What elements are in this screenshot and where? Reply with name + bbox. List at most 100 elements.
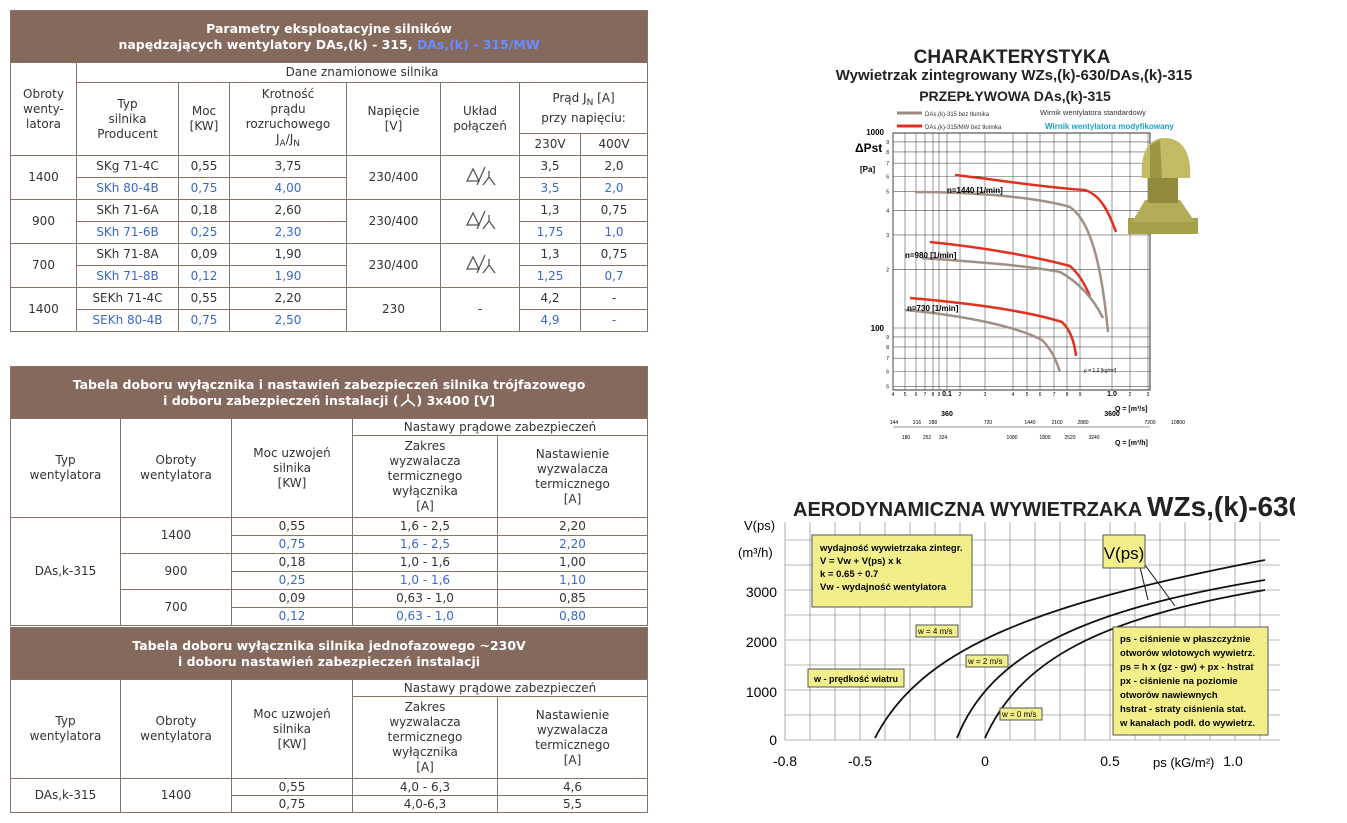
row: SKh 80-4B 0,75 4,00 3,5 2,0 <box>11 177 649 200</box>
y-minor-label: 6 <box>886 369 889 375</box>
delta-star <box>465 210 496 229</box>
label-box <box>965 654 1009 668</box>
row: SKh 71-6B 0,25 2,30 1,75 1,0 <box>11 221 649 244</box>
connection-symbol <box>465 210 496 229</box>
density-note: ρ = 1,2 [kg/m³] <box>1084 368 1117 374</box>
wind-legend: w - prędkość wiatru <box>813 674 898 684</box>
trip-range: 4,0-6,3 <box>352 795 498 813</box>
start-ratio: 2,20 <box>229 287 347 310</box>
power: 0,75 <box>178 309 230 332</box>
header: Typ silnika Producent <box>76 82 179 156</box>
speed: 900 <box>120 553 232 590</box>
y-minor-label: 5 <box>886 190 889 196</box>
header: Zakres wyzwalacza termicznego wyłącznika… <box>352 696 498 779</box>
title-line: Parametry eksploatacyjne silników <box>206 20 452 36</box>
row: 0,12 0,63 - 1,0 0,80 <box>11 607 649 626</box>
table-title: Tabela doboru wyłącznika silnika jednofa… <box>9 627 649 680</box>
x-label: 2 <box>959 392 962 398</box>
curve-label: n=980 [1/min] <box>905 251 957 260</box>
three-phase-table: Tabela doboru wyłącznika i nastawień zab… <box>9 366 649 626</box>
label-box <box>807 668 905 688</box>
trip-range: 1,6 - 2,5 <box>352 535 498 554</box>
y-minor-label: 6 <box>886 174 889 180</box>
row: 1400 SEKh 71-4C 0,55 2,20 230-4,2- <box>10 287 649 332</box>
motor-type: SKh 71-8B <box>76 265 179 288</box>
y-tick-label: 1000 <box>746 684 777 700</box>
box-line: ps = h x (gz - gw) + px - hstrat <box>1120 662 1254 673</box>
header: Obroty wenty- latora <box>10 62 77 156</box>
header-text: J <box>275 131 280 146</box>
xh-label: 1440 <box>1024 420 1035 426</box>
speed: 1400 <box>120 778 232 813</box>
current-400: - <box>579 309 649 332</box>
box-line: ps - ciśnienie w płaszczyźnie <box>1120 634 1250 645</box>
xh-label: 7200 <box>1144 420 1155 426</box>
box-line: otworów nawiewnych <box>1120 690 1218 701</box>
header-text: przy napięciu: <box>541 110 626 125</box>
power: 0,55 <box>178 155 230 178</box>
header-text: Prąd J <box>552 90 587 105</box>
header-sub: A <box>279 138 286 149</box>
speed: 1400 <box>120 517 232 554</box>
y-minor-label: 5 <box>886 385 889 391</box>
header: Prąd JN [A] przy napięciu: <box>518 82 649 134</box>
x-label: 6 <box>915 392 918 398</box>
x-label: 0.1 <box>942 391 952 398</box>
power: 0,09 <box>178 243 230 266</box>
x-label: 4 <box>1012 392 1015 398</box>
y-label: 1000 <box>866 128 884 137</box>
xh-label: 2520 <box>1064 435 1075 441</box>
connection <box>440 243 520 288</box>
pointer <box>1144 564 1176 607</box>
xh-label: 3240 <box>1088 435 1099 441</box>
power: 0,75 <box>231 795 353 813</box>
trip-range: 4,0 - 6,3 <box>352 778 498 796</box>
xh-unit: Q = [m³/h] <box>1115 440 1148 447</box>
header-sub: N <box>293 138 301 149</box>
x-label: 9 <box>938 392 941 398</box>
connection-symbol <box>465 254 496 273</box>
y-minor-label: 8 <box>886 150 889 156</box>
title-line: napędzających wentylatory DAs,(k) - 315, <box>118 36 417 52</box>
xh-label: 216 <box>913 420 922 426</box>
x-label: 1.0 <box>1107 391 1117 398</box>
start-ratio: 2,60 <box>229 199 347 222</box>
title-line: i doboru zabezpieczeń instalacji ( <box>163 392 399 408</box>
current-230: 3,5 <box>519 155 581 178</box>
info-box <box>1102 534 1146 569</box>
curve-label: n=1440 [1/min] <box>947 186 1003 195</box>
wind-label: w = 4 m/s <box>917 627 952 636</box>
trip-range: 0,63 - 1,0 <box>352 589 498 608</box>
current-230: 1,25 <box>519 265 581 288</box>
current-400: 2,0 <box>579 155 649 178</box>
curve-label: n=730 [1/min] <box>907 304 959 313</box>
fan-type: DAs,k-315 <box>10 778 121 813</box>
voltage: 230/400 <box>346 155 441 200</box>
x-label: 3 <box>1147 392 1150 398</box>
wind-label: w = 0 m/s <box>1001 710 1036 719</box>
legend-text: Wirnik wentylatora modyfikowany <box>1045 122 1174 131</box>
legend-text: DAs,(k)-315 bez tłumika <box>925 112 990 118</box>
header: Nastawienie wyzwalacza termicznego [A] <box>496 696 649 779</box>
xh-label: 2880 <box>1077 420 1088 426</box>
title-highlight: DAs,(k) - 315/MW <box>416 36 540 52</box>
row: 700 SKh 71-8A 0,09 1,90 230/400 1,3 0,75 <box>10 243 649 288</box>
xh-label: 2160 <box>1051 420 1062 426</box>
power: 0,12 <box>178 265 230 288</box>
y-minor-label: 9 <box>886 335 889 341</box>
y-axis-title: V(ps) <box>744 518 775 533</box>
setting: 5,5 <box>496 795 649 813</box>
row: 900 SKh 71-6A 0,18 2,60 230/400 1,3 0,75 <box>10 199 649 244</box>
trip-range: 1,0 - 1,6 <box>352 571 498 590</box>
power: 0,12 <box>231 607 353 626</box>
power: 0,25 <box>178 221 230 244</box>
label-box <box>915 624 959 638</box>
x-label: 2 <box>1129 392 1132 398</box>
start-ratio: 1,90 <box>229 265 347 288</box>
title-line: i doboru nastawień zabezpieczeń instalac… <box>177 653 481 669</box>
curve-standard <box>904 308 1062 373</box>
box-line: k = 0.65 ÷ 0.7 <box>820 569 878 580</box>
header: Typ wentylatora <box>10 679 121 779</box>
row: DAs,k-315 1400 0,55 4,0 - 6,3 4,6 <box>10 778 649 813</box>
